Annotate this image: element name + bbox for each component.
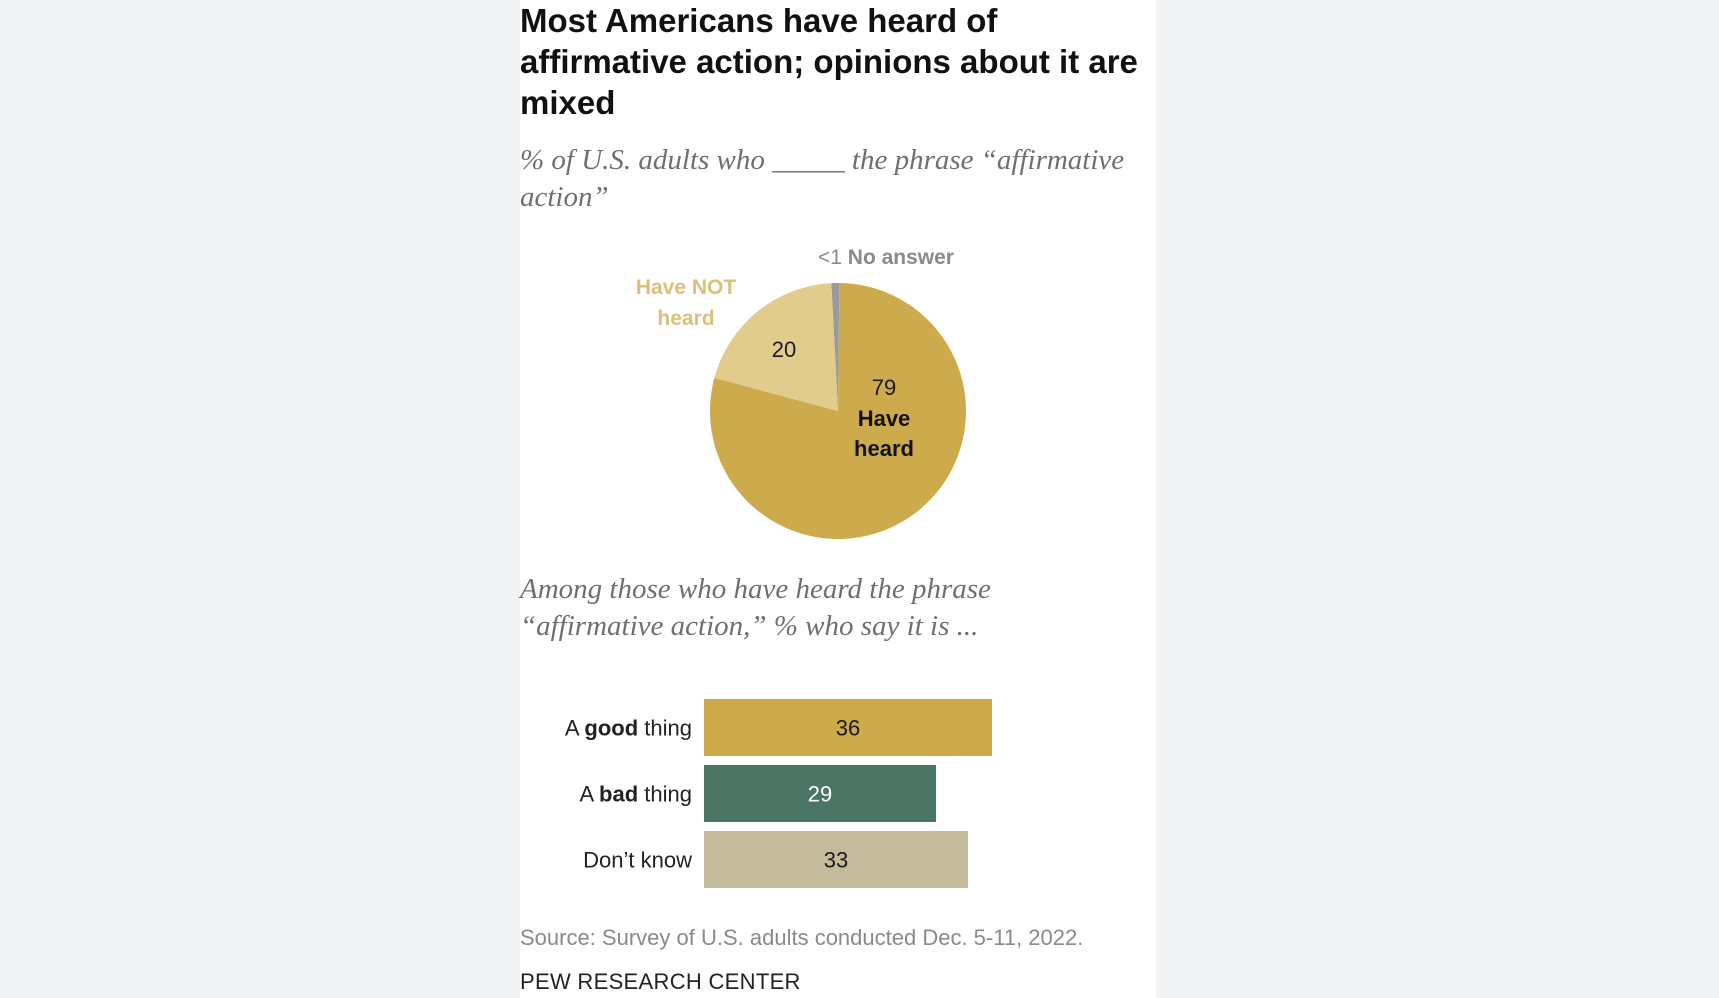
- bar-a-good-thing: [704, 699, 992, 756]
- pie-category-no-answer: No answer: [848, 246, 954, 269]
- pie-category-have-not-heard: Have NOT heard: [636, 276, 737, 330]
- bar-chart: 36 A good thing 29 A bad thing 33 Don’t know: [565, 699, 992, 888]
- bar-a-bad-thing: [704, 765, 936, 822]
- pie-category-have-heard: Have heard: [854, 406, 914, 461]
- chart-title: Most Americans have heard of affirmative…: [520, 2, 1138, 121]
- bar-don-t-know: [704, 831, 968, 888]
- bar-category-label: A good thing: [565, 716, 692, 741]
- source-note: Source: Survey of U.S. adults conducted …: [520, 925, 1084, 950]
- pie-chart: <1 No answer 79 Have heard 20 Have NOT heard: [636, 246, 966, 540]
- pie-slice-have-heard: [709, 283, 966, 540]
- pie-value-have-heard: 79: [872, 375, 896, 400]
- pie-subtitle: % of U.S. adults who _____ the phrase “a…: [520, 144, 1125, 213]
- bar-category-label: A bad thing: [579, 782, 692, 807]
- pie-value-have-not-heard: 20: [772, 337, 796, 362]
- bar-subtitle: Among those who have heard the phrase “a…: [520, 573, 991, 642]
- bar-value-label: 36: [836, 716, 860, 741]
- organization-name: PEW RESEARCH CENTER: [520, 969, 801, 994]
- bar-value-label: 29: [808, 782, 832, 807]
- bar-value-label: 33: [824, 848, 848, 873]
- pie-label-no-answer: <1 No answer: [818, 246, 954, 269]
- pie-slice-no-answer: [831, 283, 840, 411]
- pie-value-no-answer: <1: [818, 246, 848, 269]
- pie-slice-have-not-heard: [714, 283, 838, 411]
- bar-category-label: Don’t know: [583, 848, 692, 873]
